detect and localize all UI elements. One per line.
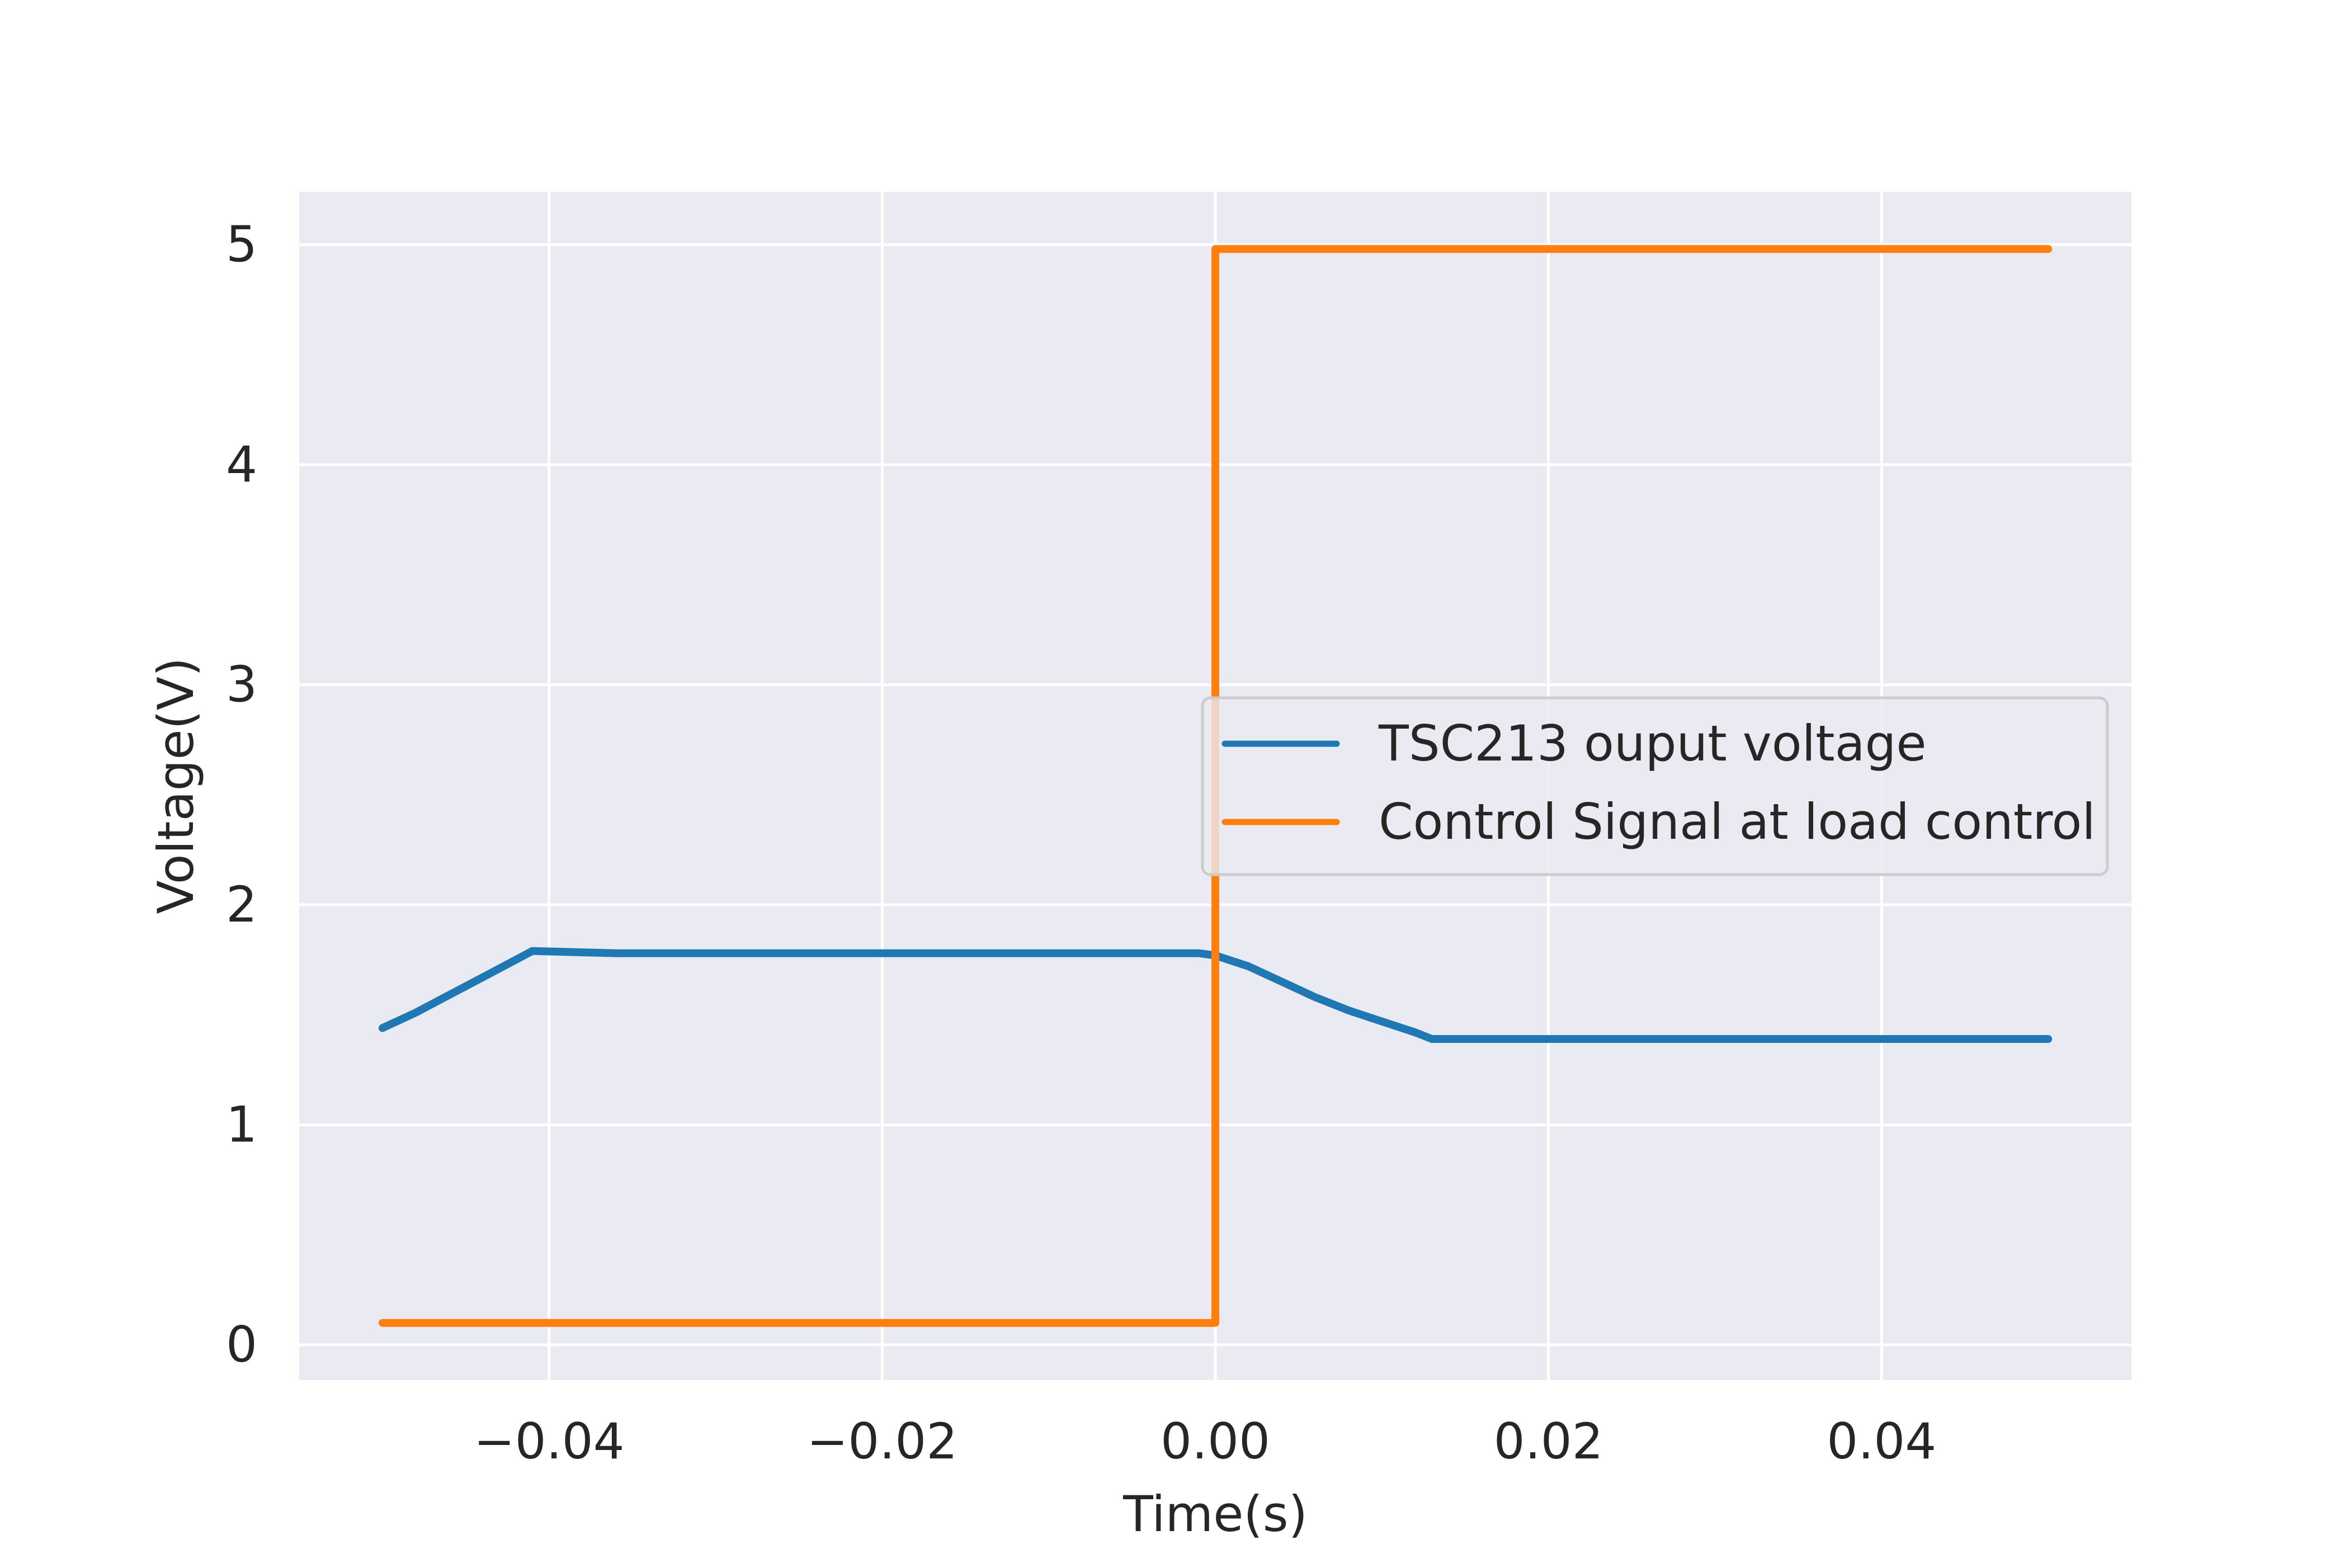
y-axis-label: Voltage(V)	[147, 658, 205, 914]
series-line-0	[378, 947, 2053, 1043]
x-tick-label: 0.02	[1494, 1413, 1603, 1470]
x-tick-labels: −0.04 −0.02 0.00 0.02 0.04	[474, 1413, 1936, 1470]
series-line-1	[378, 245, 2053, 1327]
y-tick-label: 0	[226, 1316, 257, 1373]
x-tick-label: −0.04	[474, 1413, 625, 1470]
x-tick-label: −0.02	[807, 1413, 958, 1470]
legend-box	[1201, 696, 2109, 876]
y-tick-label: 3	[226, 655, 257, 713]
x-tick-label: 0.04	[1827, 1413, 1936, 1470]
x-axis-label: Time(s)	[1122, 1485, 1308, 1543]
y-tick-label: 5	[226, 215, 257, 273]
x-tick-label: 0.00	[1161, 1413, 1270, 1470]
y-tick-labels: 0 1 2 3 4 5	[226, 215, 257, 1373]
y-tick-label: 1	[226, 1096, 257, 1154]
legend-label-tsc213: TSC213 ouput voltage	[1378, 715, 1927, 772]
y-tick-label: 4	[226, 436, 257, 493]
legend: TSC213 ouput voltage Control Signal at l…	[1201, 696, 2109, 876]
y-tick-label: 2	[226, 876, 257, 933]
series-lines	[378, 245, 2053, 1327]
legend-label-control-signal: Control Signal at load control	[1379, 793, 2096, 851]
